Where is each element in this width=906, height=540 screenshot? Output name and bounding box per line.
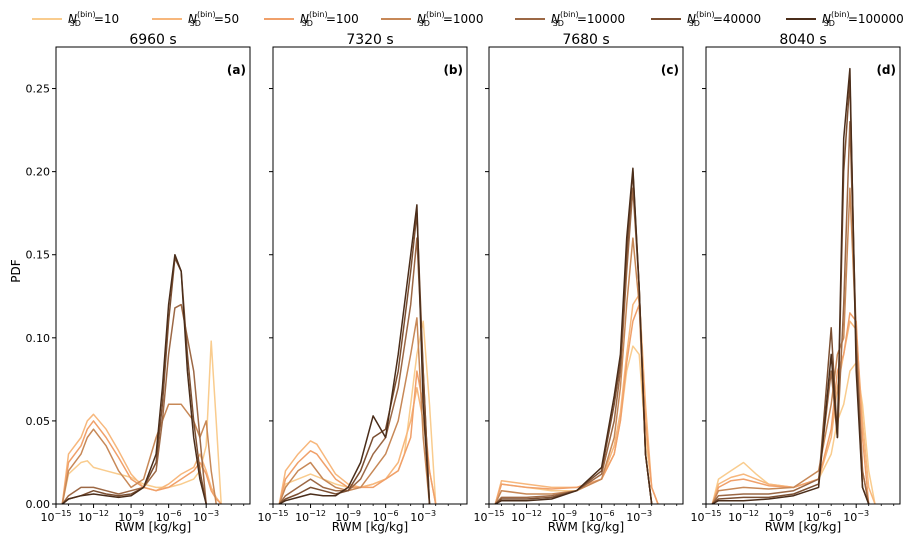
panel-label: (a) bbox=[227, 63, 246, 77]
series-line bbox=[494, 293, 659, 505]
x-tick-label: 10−12 bbox=[511, 509, 542, 524]
series-line bbox=[61, 420, 222, 505]
panels: 6960 s 0.00 0.05 0.10 0.15 0.20 0.25 10−15 10−12… bbox=[26, 32, 901, 534]
y-tick-label: 0.00 bbox=[26, 498, 51, 511]
panel-title: 7680 s bbox=[562, 32, 609, 48]
legend-label: N(bin) SD =1000 bbox=[417, 10, 483, 28]
x-tick-label: 10−15 bbox=[258, 509, 289, 524]
x-tick-label: 10−15 bbox=[474, 509, 505, 524]
legend-item: N(bin) SD =10 bbox=[32, 10, 119, 28]
panel-title: 8040 s bbox=[779, 32, 826, 48]
series-line bbox=[494, 167, 653, 505]
x-axis-label: RWM [kg/kg] bbox=[115, 520, 191, 534]
legend-label: N(bin) SD =10 bbox=[68, 10, 119, 28]
x-tick-label: 10−3 bbox=[626, 509, 652, 524]
x-tick-label: 10−3 bbox=[843, 509, 869, 524]
x-tick-label: 10−6 bbox=[806, 509, 832, 524]
series-line bbox=[711, 361, 876, 505]
panel-title: 6960 s bbox=[129, 32, 176, 48]
legend-item: N(bin) SD =100 bbox=[264, 10, 359, 28]
y-tick-label: 0.25 bbox=[26, 83, 51, 96]
legend-item: N(bin) SD =50 bbox=[152, 10, 239, 28]
series-line bbox=[61, 257, 207, 505]
panel-label: (c) bbox=[661, 63, 679, 77]
panel-title: 7320 s bbox=[346, 32, 393, 48]
x-tick-label: 10−9 bbox=[335, 509, 361, 524]
series-line bbox=[278, 212, 431, 505]
panel-label: (d) bbox=[876, 63, 896, 77]
y-tick-label: 0.10 bbox=[26, 332, 51, 345]
y-tick-label: 0.05 bbox=[26, 415, 51, 428]
legend-label: N(bin) SD =40000 bbox=[687, 10, 761, 28]
legend-item: N(bin) SD =1000 bbox=[381, 10, 483, 28]
x-tick-label: 10−12 bbox=[728, 509, 759, 524]
x-tick-label: 10−9 bbox=[768, 509, 794, 524]
series-line bbox=[711, 320, 876, 505]
legend: N(bin) SD =10 N(bin) SD =50 N(bin) SD =100 N(bin)… bbox=[32, 10, 904, 28]
y-tick-label: 0.20 bbox=[26, 166, 51, 179]
x-tick-label: 10−15 bbox=[41, 509, 72, 524]
x-axis-label: RWM [kg/kg] bbox=[765, 520, 841, 534]
series-line bbox=[278, 237, 431, 505]
x-axis-label: RWM [kg/kg] bbox=[332, 520, 408, 534]
legend-item: N(bin) SD =10000 bbox=[515, 10, 625, 28]
panel-frame bbox=[705, 46, 901, 505]
panel-frame bbox=[488, 46, 684, 505]
series-line bbox=[278, 317, 431, 505]
x-tick-label: 10−12 bbox=[295, 509, 326, 524]
series-line bbox=[494, 303, 659, 505]
panel-frame bbox=[55, 46, 251, 505]
x-tick-label: 10−3 bbox=[193, 509, 219, 524]
x-tick-label: 10−6 bbox=[156, 509, 182, 524]
series-line bbox=[278, 386, 437, 505]
series-line bbox=[61, 253, 207, 505]
series-line bbox=[61, 303, 207, 505]
legend-label: N(bin) SD =50 bbox=[188, 10, 239, 28]
x-tick-label: 10−9 bbox=[551, 509, 577, 524]
legend-label: N(bin) SD =100000 bbox=[822, 10, 904, 28]
panel-label: (b) bbox=[443, 63, 463, 77]
series-line bbox=[711, 67, 870, 505]
series-line bbox=[711, 312, 870, 505]
y-tick-label: 0.15 bbox=[26, 249, 51, 262]
x-tick-label: 10−3 bbox=[410, 509, 436, 524]
x-axis-label: RWM [kg/kg] bbox=[548, 520, 624, 534]
x-tick-label: 10−15 bbox=[691, 509, 722, 524]
series-line bbox=[494, 345, 659, 505]
panel-frame bbox=[272, 46, 468, 505]
x-tick-label: 10−12 bbox=[78, 509, 109, 524]
x-tick-label: 10−6 bbox=[373, 509, 399, 524]
legend-item: N(bin) SD =40000 bbox=[651, 10, 761, 28]
x-tick-label: 10−9 bbox=[118, 509, 144, 524]
legend-label: N(bin) SD =100 bbox=[300, 10, 359, 28]
series-line bbox=[278, 204, 431, 505]
x-tick-label: 10−6 bbox=[589, 509, 615, 524]
legend-label: N(bin) SD =10000 bbox=[551, 10, 625, 28]
series-line bbox=[494, 237, 653, 505]
panel: 6960 s 0.00 0.05 0.10 0.15 0.20 0.25 10−15 10−12… bbox=[26, 32, 251, 534]
series-line bbox=[61, 403, 217, 505]
legend-item: N(bin) SD =100000 bbox=[786, 10, 904, 28]
y-axis-label: PDF bbox=[9, 259, 23, 282]
